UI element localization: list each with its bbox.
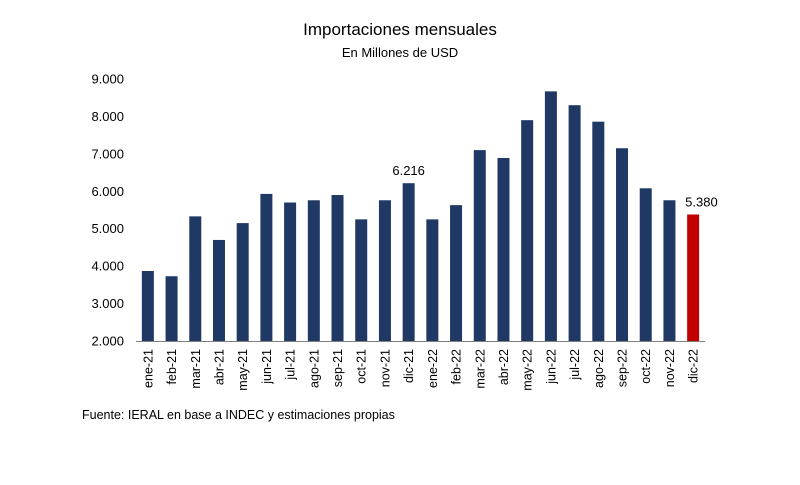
bar [592,121,605,341]
x-tick-label: jul-22 [568,349,582,381]
x-tick-label: dic-22 [687,349,701,383]
x-tick-label: dic-21 [402,349,416,383]
bar [307,200,320,341]
x-tick-label: ago-22 [592,349,606,388]
x-tick-label: ene-21 [141,349,155,388]
x-tick-label: feb-21 [165,349,179,384]
x-tick-label: nov-21 [378,349,392,387]
x-tick-label: mar-21 [189,349,203,389]
y-tick-label: 3.000 [91,296,124,311]
bar [687,214,700,341]
x-tick-label: nov-22 [663,349,677,387]
bar [473,150,486,341]
bar [663,200,676,341]
x-tick-label: may-21 [236,349,250,391]
bar [165,276,178,341]
bar [284,202,297,341]
data-label: 6.216 [392,163,425,178]
x-tick-label: jun-21 [260,349,274,385]
x-tick-label: oct-21 [355,349,369,384]
x-tick-label: sep-21 [331,349,345,387]
bar [141,271,154,341]
y-tick-label: 6.000 [91,184,124,199]
x-tick-label: abr-21 [212,349,226,385]
bar [236,223,249,341]
y-tick-label: 7.000 [91,146,124,161]
chart-title: Importaciones mensuales [303,20,497,39]
y-tick-label: 8.000 [91,109,124,124]
x-tick-label: abr-22 [497,349,511,385]
y-tick-label: 4.000 [91,259,124,274]
bar [639,188,652,341]
source-note: Fuente: IERAL en base a INDEC y estimaci… [82,408,395,422]
bar [402,183,415,341]
bar [616,148,629,341]
y-tick-label: 5.000 [91,221,124,236]
x-tick-label: sep-22 [616,349,630,387]
x-tick-label: may-22 [521,349,535,391]
x-tick-label: oct-22 [639,349,653,384]
bar [568,105,581,341]
bar [331,195,344,341]
x-tick-label: ago-21 [307,349,321,388]
bar [378,200,391,341]
bar [450,205,463,341]
x-tick-label: jun-22 [544,349,558,385]
x-tick-label: ene-22 [426,349,440,388]
bar [521,120,534,342]
bar [355,219,368,341]
bar [497,157,510,341]
bar [212,239,225,341]
y-tick-label: 9.000 [91,72,124,87]
bar [260,193,273,341]
data-label: 5.380 [685,194,718,209]
bar [544,91,557,341]
x-tick-label: mar-22 [473,349,487,389]
y-tick-label: 2.000 [91,334,124,349]
bar [426,219,439,341]
x-tick-label: jul-21 [284,349,298,381]
chart-subtitle: En Millones de USD [341,45,459,60]
bar [189,216,202,341]
x-tick-label: feb-22 [450,349,464,384]
